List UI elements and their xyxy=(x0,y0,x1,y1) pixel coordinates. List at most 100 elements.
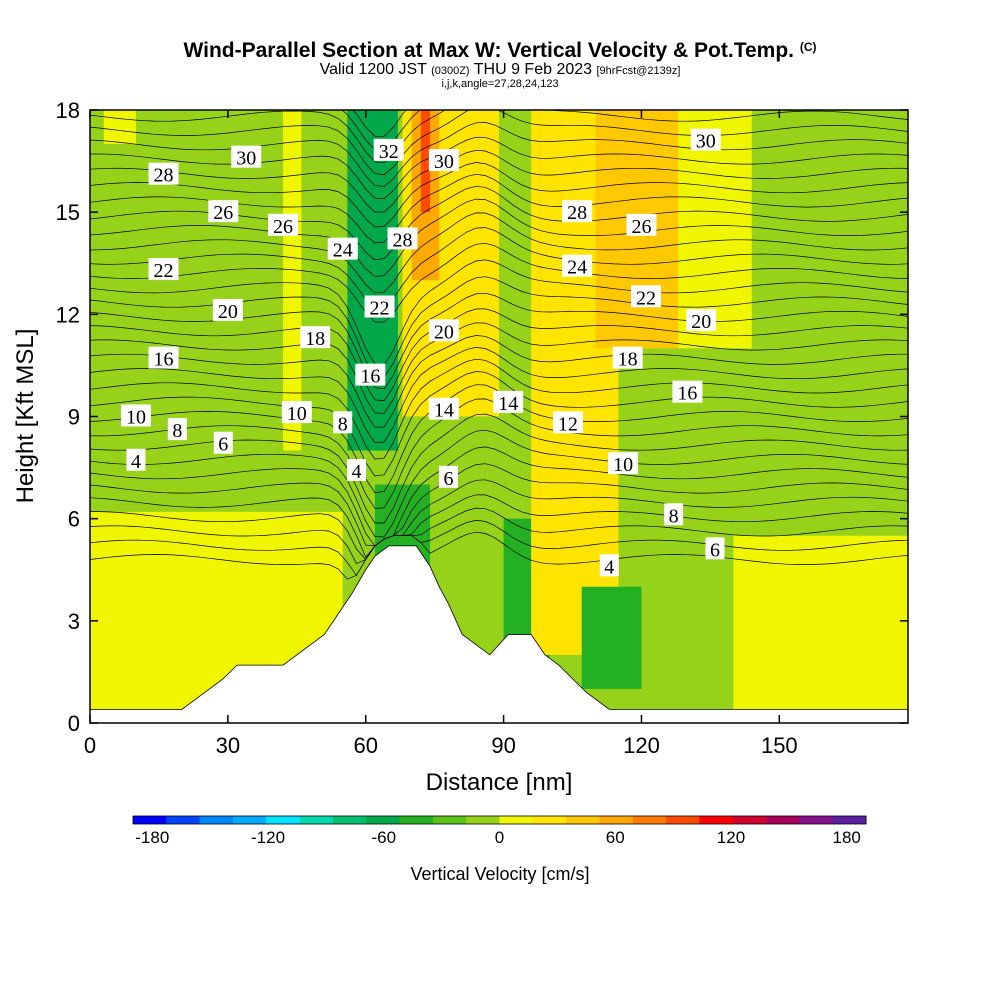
x-tick-label-0: 0 xyxy=(84,733,96,758)
contour-label-27: 8 xyxy=(664,503,684,527)
svg-text:26: 26 xyxy=(213,202,233,224)
x-tick-label-1: 30 xyxy=(216,733,240,758)
svg-text:24: 24 xyxy=(333,240,353,262)
svg-text:12: 12 xyxy=(558,413,578,435)
contour-label-23: 14 xyxy=(493,390,524,415)
colorbar-tick-1: -120 xyxy=(251,828,285,847)
colorbar-swatch-0 xyxy=(133,816,167,824)
svg-text:6: 6 xyxy=(218,434,228,456)
y-tick-label-3: 9 xyxy=(68,405,80,430)
contour-label-16: 32 xyxy=(373,138,404,163)
contour-label-18: 28 xyxy=(387,227,418,251)
contour-label-11: 6 xyxy=(213,431,233,456)
theta-contour-19 xyxy=(90,259,908,365)
contour-label-33: 22 xyxy=(631,285,662,309)
theta-contour-5 xyxy=(90,463,908,547)
colorbar-swatch-13 xyxy=(566,816,600,824)
svg-text:18: 18 xyxy=(618,349,638,371)
svg-text:22: 22 xyxy=(370,298,390,320)
contour-label-36: 16 xyxy=(672,380,703,405)
colorbar-swatch-11 xyxy=(499,816,534,824)
svg-text:22: 22 xyxy=(636,287,656,309)
svg-text:24: 24 xyxy=(567,257,587,279)
svg-text:14: 14 xyxy=(434,400,454,422)
svg-text:14: 14 xyxy=(498,393,518,415)
colorbar-swatch-15 xyxy=(632,816,667,824)
svg-text:16: 16 xyxy=(677,383,697,405)
svg-text:4: 4 xyxy=(131,451,141,473)
theta-contour-22 xyxy=(90,212,908,294)
svg-text:28: 28 xyxy=(567,202,587,224)
contour-label-10: 8 xyxy=(167,418,187,442)
x-tick-label-3: 90 xyxy=(491,733,515,758)
svg-text:16: 16 xyxy=(360,366,380,388)
y-axis-ticks: 0 3 6 9 12 15 18 xyxy=(56,98,908,736)
svg-text:4: 4 xyxy=(352,461,362,483)
colorbar-tick-2: -60 xyxy=(371,828,396,847)
svg-text:28: 28 xyxy=(392,229,412,251)
svg-text:22: 22 xyxy=(154,260,174,282)
contour-label-19: 22 xyxy=(364,295,395,320)
colorbar-swatch-16 xyxy=(666,816,700,824)
colorbar-tick-3: 0 xyxy=(495,828,504,847)
colorbar-swatch-18 xyxy=(732,816,767,824)
chart-subtitle: Valid 1200 JST (0300Z) THU 9 Feb 2023 [9… xyxy=(319,61,681,78)
theta-contour-0 xyxy=(90,531,908,580)
theta-contour-2 xyxy=(90,507,908,565)
svg-text:20: 20 xyxy=(691,311,711,333)
x-tick-label-2: 60 xyxy=(353,733,377,758)
colorbar-tick-6: 180 xyxy=(833,828,861,847)
colorbar-swatch-17 xyxy=(699,816,734,824)
y-tick-label-0: 0 xyxy=(68,711,80,736)
colorbar-swatch-9 xyxy=(432,816,467,824)
colorbar-tick-4: 60 xyxy=(606,828,625,847)
theta-contour-14 xyxy=(90,335,908,428)
contour-label-35: 18 xyxy=(612,346,643,371)
theta-contour-16 xyxy=(90,308,908,402)
y-axis-label: Height [Kft MSL] xyxy=(12,329,39,504)
svg-text:10: 10 xyxy=(126,407,146,429)
contour-label-7: 18 xyxy=(300,326,331,350)
chart-title: Wind-Parallel Section at Max W: Vertical… xyxy=(183,39,817,62)
contour-label-30: 28 xyxy=(562,200,593,224)
contour-label-8: 16 xyxy=(148,346,179,371)
x-tick-label-5: 150 xyxy=(761,733,798,758)
velocity-region-4 xyxy=(347,110,398,451)
colorbar-swatch-1 xyxy=(166,816,201,824)
colorbar: -180 -120 -60 0 60 120 180 xyxy=(132,815,867,847)
colorbar-swatch-14 xyxy=(599,816,634,824)
svg-text:32: 32 xyxy=(379,141,399,163)
contour-label-6: 20 xyxy=(212,298,243,323)
contour-label-12: 4 xyxy=(126,448,146,473)
svg-text:30: 30 xyxy=(236,148,256,170)
contour-label-37: 30 xyxy=(690,128,721,153)
svg-text:8: 8 xyxy=(669,505,679,527)
colorbar-swatch-3 xyxy=(232,816,267,824)
contour-label-0: 30 xyxy=(231,145,262,170)
contour-label-20: 16 xyxy=(355,363,386,388)
velocity-region-3 xyxy=(103,110,136,145)
velocity-region-15 xyxy=(581,586,642,689)
theta-contour-23 xyxy=(90,198,908,277)
svg-text:6: 6 xyxy=(443,468,453,490)
theta-contour-21 xyxy=(90,227,908,309)
colorbar-swatch-4 xyxy=(266,816,301,824)
x-axis-label: Distance [nm] xyxy=(426,769,573,796)
colorbar-swatch-10 xyxy=(466,816,500,824)
theta-contour-3 xyxy=(90,494,908,561)
terrain xyxy=(89,545,909,724)
contour-label-1: 28 xyxy=(148,162,179,187)
colorbar-swatch-12 xyxy=(532,816,567,824)
svg-text:10: 10 xyxy=(613,454,633,476)
svg-text:30: 30 xyxy=(434,151,454,173)
velocity-region-2 xyxy=(283,110,302,451)
contour-label-31: 26 xyxy=(626,213,657,238)
contour-label-24: 6 xyxy=(438,465,458,490)
contour-label-14: 8 xyxy=(333,411,353,435)
colorbar-tick-0: -180 xyxy=(135,828,169,847)
contour-label-34: 20 xyxy=(686,309,717,333)
svg-text:26: 26 xyxy=(631,216,651,238)
theta-contour-13 xyxy=(90,347,908,444)
contour-label-32: 24 xyxy=(562,254,593,279)
